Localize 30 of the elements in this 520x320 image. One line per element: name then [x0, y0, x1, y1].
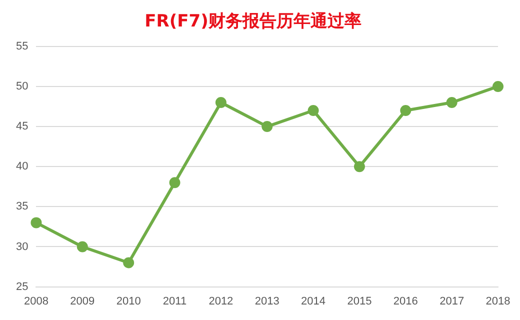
point — [446, 96, 458, 108]
y-tick-label: 50 — [16, 80, 28, 92]
point — [492, 80, 504, 92]
point — [215, 96, 226, 108]
point — [123, 257, 134, 268]
x-tick-label: 2018 — [486, 295, 510, 308]
point — [400, 105, 412, 116]
point — [169, 177, 180, 188]
x-tick-label: 2011 — [162, 295, 187, 308]
point — [354, 161, 365, 172]
y-tick-label: 30 — [16, 240, 28, 253]
chart-title: FR(F7)财务报告历年通过率 — [144, 12, 362, 32]
y-tick-label: 35 — [16, 200, 28, 213]
y-tick-label: 40 — [16, 160, 28, 173]
point — [30, 217, 42, 228]
x-tick-label: 2008 — [24, 295, 48, 308]
x-tick-label: 2016 — [393, 295, 418, 308]
x-tick-label: 2012 — [208, 295, 234, 308]
x-tick-label: 2013 — [254, 295, 280, 308]
y-tick-label: 55 — [16, 40, 28, 52]
point — [308, 105, 319, 116]
point — [76, 241, 88, 252]
point — [262, 121, 273, 132]
x-tick-label: 2009 — [70, 295, 95, 308]
x-tick-label: 2017 — [440, 295, 464, 308]
y-tick-label: 45 — [16, 120, 28, 133]
x-tick-label: 2014 — [301, 295, 326, 308]
x-tick-label: 2015 — [347, 295, 372, 308]
x-tick-label: 2010 — [116, 295, 141, 308]
y-tick-label: 25 — [16, 280, 28, 293]
